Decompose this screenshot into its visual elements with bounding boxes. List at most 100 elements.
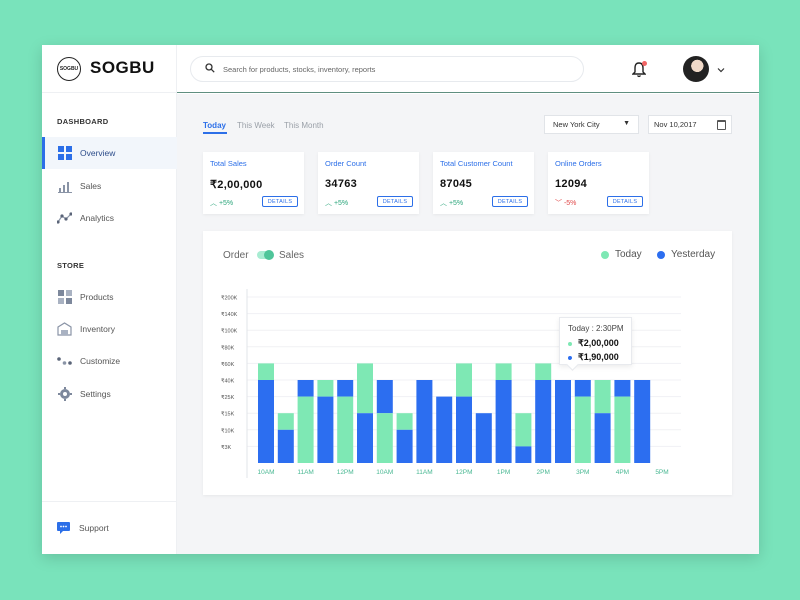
search-placeholder: Search for products, stocks, inventory, …	[223, 64, 376, 74]
sidebar-item-products[interactable]: Products	[42, 281, 177, 313]
grid-icon	[57, 146, 72, 161]
y-tick-label: ₹80K	[221, 344, 235, 351]
tooltip-today-value: ₹2,00,000	[578, 338, 619, 348]
sidebar-item-overview[interactable]: Overview	[42, 137, 177, 169]
card-value: 87045	[440, 178, 473, 190]
chart-bar-segment	[475, 413, 492, 463]
store-section-title: STORE	[57, 261, 85, 270]
sidebar-item-label: Products	[80, 292, 114, 302]
sidebar-item-label: Sales	[80, 181, 102, 191]
stat-card-customer-count: Total Customer Count 87045 ︿ +5% DETAILS	[433, 152, 534, 214]
analytics-icon	[57, 211, 72, 226]
tab-today[interactable]: Today	[203, 121, 226, 130]
legend-dot	[601, 250, 609, 259]
tooltip-dot	[568, 341, 572, 346]
details-button[interactable]: DETAILS	[492, 196, 528, 207]
x-tick-label: 11AM	[416, 469, 433, 476]
x-tick-label: 5PM	[655, 469, 668, 476]
chart-bar-segment	[317, 380, 334, 397]
x-tick-label: 10AM	[376, 469, 393, 476]
chevron-down-icon[interactable]	[717, 65, 725, 75]
sidebar-item-label: Overview	[80, 148, 116, 158]
stat-card-total-sales: Total Sales ₹2,00,000 ︿ +5% DETAILS	[203, 152, 304, 214]
chart-bar-segment	[337, 380, 354, 397]
sidebar-item-inventory[interactable]: Inventory	[42, 313, 177, 345]
chart-bar-segment	[574, 396, 591, 463]
tab-this-week[interactable]: This Week	[237, 121, 275, 130]
y-tick-label: ₹15K	[221, 411, 235, 418]
toggle-label-sales: Sales	[279, 250, 305, 261]
chart-bar-segment	[456, 396, 472, 463]
sales-bar-chart: ₹3K ₹10K ₹15K ₹25K ₹40K ₹60K ₹80K ₹100K ₹140K ₹20…	[221, 289, 681, 478]
chart-bar-segment	[535, 380, 552, 463]
card-change: ︿ +5%	[440, 198, 463, 208]
x-tick-label: 1PM	[497, 469, 510, 476]
card-change-value: +5%	[448, 200, 464, 207]
toggle-knob	[264, 250, 274, 260]
chart-bar-segment	[277, 429, 294, 463]
chart-bar-segment	[614, 396, 631, 463]
legend-label: Yesterday	[671, 249, 716, 260]
card-change: ︿ +5%	[325, 198, 348, 208]
products-icon	[57, 290, 72, 305]
sidebar-item-customize[interactable]: Customize	[42, 345, 177, 377]
card-change-value: +5%	[218, 200, 234, 207]
chart-bar-segment	[574, 380, 591, 397]
date-picker[interactable]: Nov 10,2017	[648, 115, 732, 134]
sidebar-item-label: Analytics	[80, 213, 115, 223]
logo[interactable]: SOGBU SOGBU	[42, 45, 177, 93]
app-window: SOGBU SOGBU DASHBOARD Overview Sales Ana…	[42, 45, 759, 554]
details-button[interactable]: DETAILS	[607, 196, 643, 207]
chart-bar-segment	[456, 363, 472, 397]
tooltip-title: Today : 2:30PM	[568, 324, 624, 333]
details-button[interactable]: DETAILS	[262, 196, 298, 207]
card-title: Total Sales	[210, 159, 247, 168]
order-sales-toggle[interactable]	[257, 250, 274, 260]
sidebar-item-sales[interactable]: Sales	[42, 170, 177, 202]
y-tick-label: ₹60K	[221, 361, 235, 368]
sidebar: SOGBU SOGBU DASHBOARD Overview Sales Ana…	[42, 45, 177, 554]
chart-bar-segment	[297, 380, 314, 397]
avatar[interactable]	[683, 56, 709, 82]
chart-bar-segment	[436, 396, 453, 463]
sidebar-item-analytics[interactable]: Analytics	[42, 202, 177, 234]
y-tick-label: ₹10K	[221, 427, 235, 434]
sidebar-item-label: Inventory	[80, 324, 115, 334]
sidebar-item-settings[interactable]: Settings	[42, 378, 177, 410]
y-tick-label: ₹40K	[221, 378, 235, 385]
chart-bar-segment	[614, 380, 631, 397]
chart-bar-segment	[337, 396, 354, 463]
date-value: Nov 10,2017	[654, 120, 697, 129]
card-change-value: -5%	[563, 200, 577, 207]
toggle-label-order: Order	[223, 250, 249, 261]
details-button[interactable]: DETAILS	[377, 196, 413, 207]
y-tick-label: ₹25K	[221, 394, 235, 401]
logo-mark: SOGBU	[57, 57, 81, 81]
tab-this-month[interactable]: This Month	[284, 121, 324, 130]
calendar-icon[interactable]	[717, 120, 726, 130]
dashboard-section-title: DASHBOARD	[57, 117, 109, 126]
stat-card-online-orders: Online Orders 12094 ﹀ -5% DETAILS	[548, 152, 649, 214]
card-change: ﹀ -5%	[555, 198, 576, 208]
search-input[interactable]: Search for products, stocks, inventory, …	[190, 56, 584, 82]
card-value: 34763	[325, 178, 358, 190]
chart-bar-segment	[515, 413, 532, 447]
sales-chart-card: Order Sales Today Yesterday ₹3K ₹10K ₹15K ₹…	[203, 231, 732, 495]
chart-bar-segment	[258, 380, 274, 463]
notification-button[interactable]	[631, 61, 647, 78]
chart-bar-segment	[297, 396, 314, 463]
y-tick-label: ₹200K	[221, 295, 238, 302]
y-tick-label: ₹100K	[221, 328, 238, 335]
chart-bar-segment	[495, 363, 512, 380]
tooltip-yesterday-value: ₹1,90,000	[578, 352, 619, 362]
arrow-up-icon: ︿	[440, 200, 447, 207]
chart-bar-segment	[258, 363, 274, 380]
x-tick-label: 12PM	[456, 469, 473, 476]
tooltip-dot	[568, 355, 572, 360]
chart-bar-segment	[376, 380, 393, 414]
chart-bar-segment	[376, 413, 393, 463]
legend-dot	[657, 250, 665, 259]
city-select[interactable]: New York City ▼	[544, 115, 639, 134]
support-link[interactable]: Support	[42, 501, 177, 554]
chat-icon	[56, 521, 71, 536]
